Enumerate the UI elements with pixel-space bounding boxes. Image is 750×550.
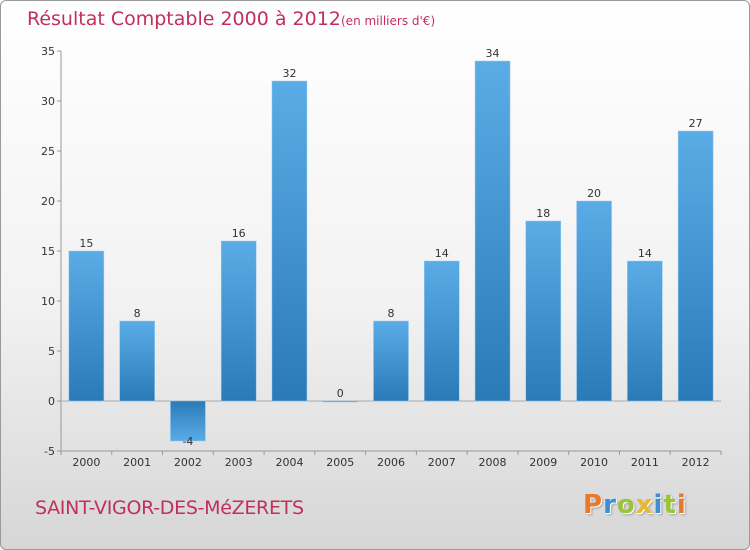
data-label: 27	[689, 117, 703, 130]
logo-letter: i	[676, 490, 687, 520]
y-tick-label: 25	[41, 145, 55, 158]
logo-letter: x	[635, 490, 654, 520]
x-tick-label: 2004	[275, 456, 303, 469]
bar	[170, 400, 206, 442]
x-tick-label: 2009	[529, 456, 557, 469]
bar	[322, 400, 358, 403]
x-tick-label: 2001	[123, 456, 151, 469]
x-tick-label: 2007	[428, 456, 456, 469]
data-label: 16	[232, 227, 246, 240]
y-tick-label: 15	[41, 245, 55, 258]
bar	[576, 200, 612, 402]
bar	[220, 240, 257, 402]
logo-letter: P	[583, 490, 604, 520]
data-label: 8	[388, 307, 395, 320]
proxiti-logo[interactable]: Proxiti	[583, 490, 687, 520]
bar	[119, 320, 155, 402]
commune-name: SAINT-VIGOR-DES-MéZERETS	[35, 497, 304, 519]
data-label: 0	[337, 387, 344, 400]
x-tick-label: 2003	[225, 456, 253, 469]
x-tick-label: 2012	[682, 456, 710, 469]
data-label: 18	[536, 207, 550, 220]
y-tick-label: 0	[48, 395, 55, 408]
y-tick-label: 30	[41, 95, 55, 108]
x-tick-label: 2006	[377, 456, 405, 469]
logo-letter: t	[663, 490, 677, 520]
y-tick-label: 20	[41, 195, 55, 208]
chart-title: Résultat Comptable 2000 à 2012	[27, 8, 341, 30]
x-tick-label: 2000	[72, 456, 100, 469]
bar	[424, 260, 460, 402]
bar	[627, 260, 663, 402]
y-tick-label: 35	[41, 45, 55, 58]
bar	[271, 80, 308, 402]
data-label: 34	[486, 47, 500, 60]
x-tick-label: 2002	[174, 456, 202, 469]
bar	[525, 220, 562, 402]
bar	[474, 60, 511, 402]
logo-letter: o	[616, 490, 636, 520]
y-tick-label: 5	[48, 345, 55, 358]
y-tick-label: -5	[44, 445, 55, 458]
data-label: 14	[435, 247, 449, 260]
bar	[373, 320, 409, 402]
data-label: 14	[638, 247, 652, 260]
x-tick-label: 2011	[631, 456, 659, 469]
bar	[68, 250, 105, 402]
data-label: 8	[134, 307, 141, 320]
data-labels: 15 8 -4 16 32 0 8 14 34 18 20 14 27	[79, 47, 702, 448]
x-tick-label: 2008	[479, 456, 507, 469]
axes: -5 0 5 10 15 20 25 30 35 2000 2001 2002 2003 2004 2005…	[41, 45, 722, 469]
data-label: 15	[79, 237, 93, 250]
logo-letter: r	[603, 490, 617, 520]
bars	[68, 60, 714, 442]
y-tick-label: 10	[41, 295, 55, 308]
bar	[677, 130, 714, 402]
x-tick-label: 2005	[326, 456, 354, 469]
data-label: 32	[282, 67, 296, 80]
data-label: -4	[182, 435, 193, 448]
data-label: 20	[587, 187, 601, 200]
x-tick-label: 2010	[580, 456, 608, 469]
logo-letter: i	[653, 490, 664, 520]
chart-subtitle: (en milliers d'€)	[341, 14, 436, 28]
